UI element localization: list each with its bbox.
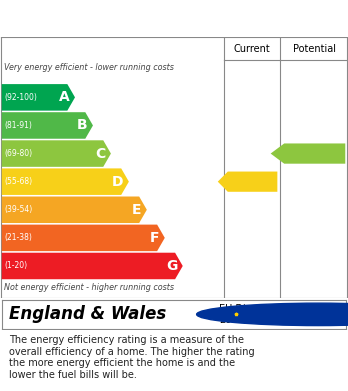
Text: England & Wales: England & Wales: [9, 305, 166, 323]
Text: D: D: [112, 175, 124, 189]
Text: (81-91): (81-91): [5, 121, 32, 130]
Text: (55-68): (55-68): [5, 177, 33, 186]
Polygon shape: [2, 253, 183, 279]
Text: B: B: [77, 118, 88, 133]
Polygon shape: [271, 143, 345, 164]
Text: Very energy efficient - lower running costs: Very energy efficient - lower running co…: [4, 63, 174, 72]
Text: C: C: [95, 147, 105, 161]
Polygon shape: [2, 169, 129, 195]
Text: Energy Efficiency Rating: Energy Efficiency Rating: [9, 9, 238, 27]
Text: 60: 60: [243, 175, 262, 189]
Polygon shape: [2, 140, 111, 167]
Text: F: F: [150, 231, 159, 245]
Text: E: E: [132, 203, 141, 217]
Text: EU Directive
2002/91/EC: EU Directive 2002/91/EC: [219, 303, 279, 325]
Polygon shape: [2, 112, 93, 139]
Text: G: G: [166, 259, 177, 273]
Text: (1-20): (1-20): [5, 262, 27, 271]
Polygon shape: [2, 197, 147, 223]
Text: Potential: Potential: [293, 43, 335, 54]
Text: (69-80): (69-80): [5, 149, 33, 158]
Text: Not energy efficient - higher running costs: Not energy efficient - higher running co…: [4, 283, 174, 292]
Circle shape: [197, 303, 348, 326]
Text: A: A: [59, 90, 70, 104]
Polygon shape: [218, 172, 277, 192]
Text: (92-100): (92-100): [5, 93, 37, 102]
Text: Current: Current: [234, 43, 271, 54]
Polygon shape: [2, 224, 165, 251]
Polygon shape: [2, 84, 75, 111]
Text: (39-54): (39-54): [5, 205, 33, 214]
Text: (21-38): (21-38): [5, 233, 32, 242]
Text: 79: 79: [305, 147, 324, 161]
Text: The energy efficiency rating is a measure of the
overall efficiency of a home. T: The energy efficiency rating is a measur…: [9, 335, 254, 380]
